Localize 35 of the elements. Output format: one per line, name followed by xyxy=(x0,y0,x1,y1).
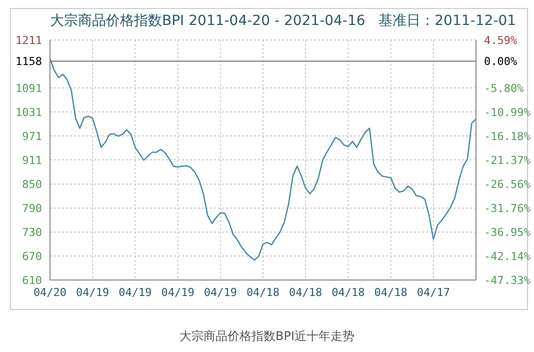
x-tick-label: 04/18 xyxy=(374,286,408,299)
x-tick-label: 04/18 xyxy=(289,286,322,299)
y2-tick-label: -36.95% xyxy=(484,226,531,240)
y2-tick-label: -26.56% xyxy=(484,178,531,191)
y-tick-label: 1031 xyxy=(16,106,42,119)
x-tick-label: 04/18 xyxy=(332,286,365,299)
y-tick-label: 1158 xyxy=(16,55,42,68)
x-tick-label: 04/17 xyxy=(416,286,450,299)
y2-tick-label: -47.33% xyxy=(484,274,531,287)
x-tick-label: 04/19 xyxy=(204,286,237,299)
x-tick-label: 04/19 xyxy=(76,286,110,299)
y2-tick-label: -10.99% xyxy=(484,106,531,120)
y-tick-label: 1211 xyxy=(16,34,42,47)
y-tick-label: 790 xyxy=(22,202,42,216)
x-tick-label: 04/18 xyxy=(246,286,280,299)
y2-tick-label: -31.76% xyxy=(484,202,531,216)
y-tick-label: 850 xyxy=(22,178,42,192)
y2-tick-label: 4.59% xyxy=(484,34,518,47)
y-tick-label: 1091 xyxy=(16,82,42,95)
y2-tick-label: 0.00% xyxy=(484,55,518,68)
y2-tick-label: -21.37% xyxy=(484,154,531,167)
y-tick-label: 610 xyxy=(22,274,42,287)
y-tick-label: 730 xyxy=(22,226,42,240)
x-tick-label: 04/19 xyxy=(161,286,194,299)
y-tick-label: 911 xyxy=(22,154,42,167)
x-tick-label: 04/19 xyxy=(118,286,152,299)
line-series xyxy=(50,58,476,261)
chart-title: 大宗商品价格指数BPI 2011-04-20 - 2021-04-16 基准日：2011-12-01 xyxy=(50,12,516,30)
y-tick-label: 971 xyxy=(22,130,42,143)
y2-tick-label: -16.18% xyxy=(484,130,531,144)
y-tick-label: 670 xyxy=(22,250,42,264)
y2-tick-label: -5.80% xyxy=(484,82,524,96)
y2-tick-label: -42.14% xyxy=(484,250,531,264)
x-tick-label: 04/20 xyxy=(33,286,67,299)
text: 大宗商品价格指数BPI近十年走势 xyxy=(178,328,356,345)
